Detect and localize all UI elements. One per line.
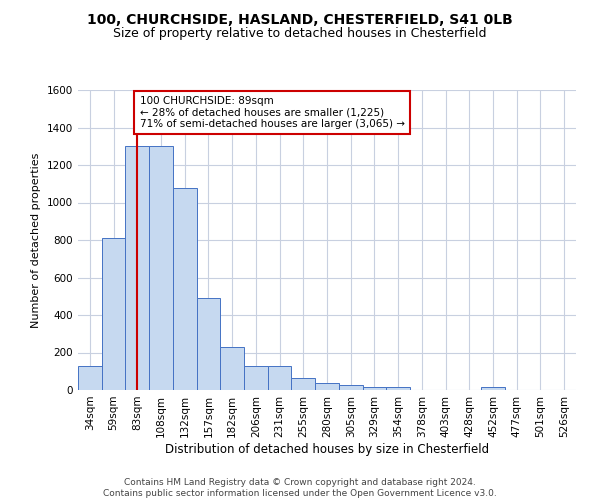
Text: 100 CHURCHSIDE: 89sqm
← 28% of detached houses are smaller (1,225)
71% of semi-d: 100 CHURCHSIDE: 89sqm ← 28% of detached …	[140, 96, 404, 129]
Bar	[268, 366, 292, 390]
Text: 100, CHURCHSIDE, HASLAND, CHESTERFIELD, S41 0LB: 100, CHURCHSIDE, HASLAND, CHESTERFIELD, …	[87, 12, 513, 26]
Bar	[102, 238, 125, 390]
Bar	[173, 188, 197, 390]
Text: Contains HM Land Registry data © Crown copyright and database right 2024.
Contai: Contains HM Land Registry data © Crown c…	[103, 478, 497, 498]
Bar	[125, 146, 149, 390]
Bar	[292, 378, 315, 390]
Bar	[197, 298, 220, 390]
X-axis label: Distribution of detached houses by size in Chesterfield: Distribution of detached houses by size …	[165, 442, 489, 456]
Y-axis label: Number of detached properties: Number of detached properties	[31, 152, 41, 328]
Bar	[362, 387, 386, 390]
Bar	[149, 146, 173, 390]
Text: Size of property relative to detached houses in Chesterfield: Size of property relative to detached ho…	[113, 28, 487, 40]
Bar	[220, 347, 244, 390]
Bar	[386, 387, 410, 390]
Bar	[315, 384, 339, 390]
Bar	[481, 387, 505, 390]
Bar	[339, 386, 362, 390]
Bar	[78, 366, 102, 390]
Bar	[244, 366, 268, 390]
